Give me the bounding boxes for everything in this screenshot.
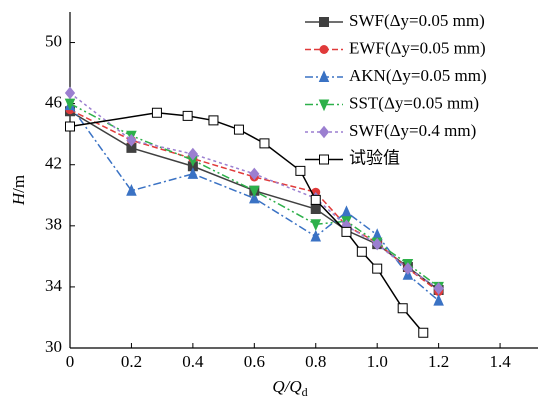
x-axis-label: Q/Qd: [272, 377, 307, 399]
y-tick-label: 38: [45, 215, 62, 234]
marker: [433, 293, 444, 306]
y-tick-label: 42: [45, 154, 62, 173]
legend-marker: [318, 99, 330, 112]
marker: [310, 194, 321, 205]
marker: [372, 263, 383, 274]
y-tick-label: 46: [45, 93, 62, 112]
marker: [65, 121, 75, 132]
y-tick-label: 50: [45, 31, 62, 50]
marker: [249, 191, 260, 204]
marker: [249, 167, 260, 181]
marker: [418, 327, 429, 338]
marker: [187, 147, 199, 161]
marker: [310, 229, 322, 242]
marker: [126, 183, 137, 196]
marker: [249, 185, 260, 198]
x-tick-label: 0.4: [182, 352, 204, 371]
marker: [310, 204, 321, 215]
legend-marker: [319, 17, 329, 27]
x-tick-label: 1.2: [428, 352, 449, 371]
marker: [356, 246, 367, 257]
series-line: [69, 112, 424, 334]
x-tick-label: 0.6: [244, 352, 265, 371]
legend-marker: [319, 45, 329, 54]
legend-marker: [319, 154, 329, 165]
marker: [341, 205, 352, 218]
x-tick-label: 0.2: [121, 352, 142, 371]
marker: [64, 86, 76, 100]
x-tick-label: 1.0: [367, 352, 388, 371]
marker: [187, 167, 199, 179]
marker: [433, 282, 444, 295]
marker: [151, 107, 162, 118]
marker: [259, 138, 270, 149]
marker: [182, 110, 193, 121]
marker: [402, 262, 414, 275]
marker: [397, 303, 408, 314]
x-tick-label: 1.4: [489, 352, 511, 371]
y-axis-label: H/m: [9, 175, 28, 206]
y-tick-label: 34: [45, 276, 63, 295]
legend-marker: [318, 125, 330, 139]
x-tick-label: 0.8: [305, 352, 326, 371]
marker: [208, 115, 219, 126]
y-tick-label: 30: [45, 337, 62, 356]
marker: [233, 124, 244, 135]
legend-label: SWF(Δy=0.4 mm): [349, 121, 476, 140]
marker: [310, 219, 322, 232]
marker: [126, 134, 137, 147]
legend-label: SWF(Δy=0.05 mm): [349, 11, 485, 30]
marker: [372, 237, 383, 251]
legend-label: AKN(Δy=0.05 mm): [349, 66, 487, 85]
legend-label: SST(Δy=0.05 mm): [349, 93, 479, 112]
legend-marker: [318, 70, 330, 82]
marker: [295, 165, 306, 176]
legend-label: EWF(Δy=0.05 mm): [349, 38, 486, 57]
marker: [341, 226, 352, 237]
legend-label: 试验值: [349, 148, 400, 167]
x-tick-label: 0: [66, 352, 75, 371]
